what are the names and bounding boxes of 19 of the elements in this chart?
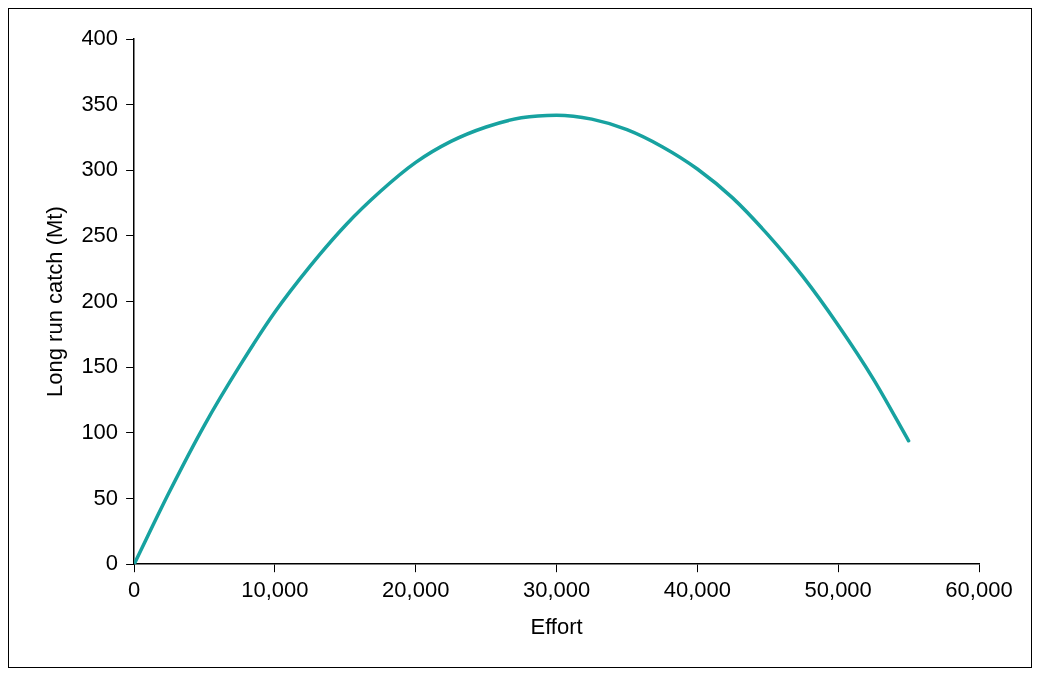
y-tick-label: 50 — [93, 484, 119, 510]
x-tick-label: 0 — [127, 577, 141, 603]
y-tick-label: 150 — [81, 353, 119, 379]
y-tick-label: 200 — [81, 287, 119, 313]
y-tick-label: 100 — [81, 418, 119, 444]
y-tick-label: 400 — [81, 25, 119, 51]
x-tick-label: 10,000 — [241, 577, 309, 603]
y-tick-label: 350 — [81, 90, 119, 116]
line-series — [134, 113, 911, 565]
x-tick-label: 60,000 — [945, 577, 1013, 603]
y-tick-label: 250 — [81, 222, 119, 248]
x-tick-label: 20,000 — [382, 577, 450, 603]
x-tick-label: 40,000 — [663, 577, 732, 603]
y-axis-title: Long run catch (Mt) — [42, 206, 68, 397]
y-tick-label: 0 — [105, 550, 119, 576]
x-tick-label: 50,000 — [804, 577, 872, 603]
y-tick-label: 300 — [81, 156, 119, 182]
x-tick-label: 30,000 — [522, 577, 591, 603]
x-axis-title: Effort — [530, 613, 583, 639]
